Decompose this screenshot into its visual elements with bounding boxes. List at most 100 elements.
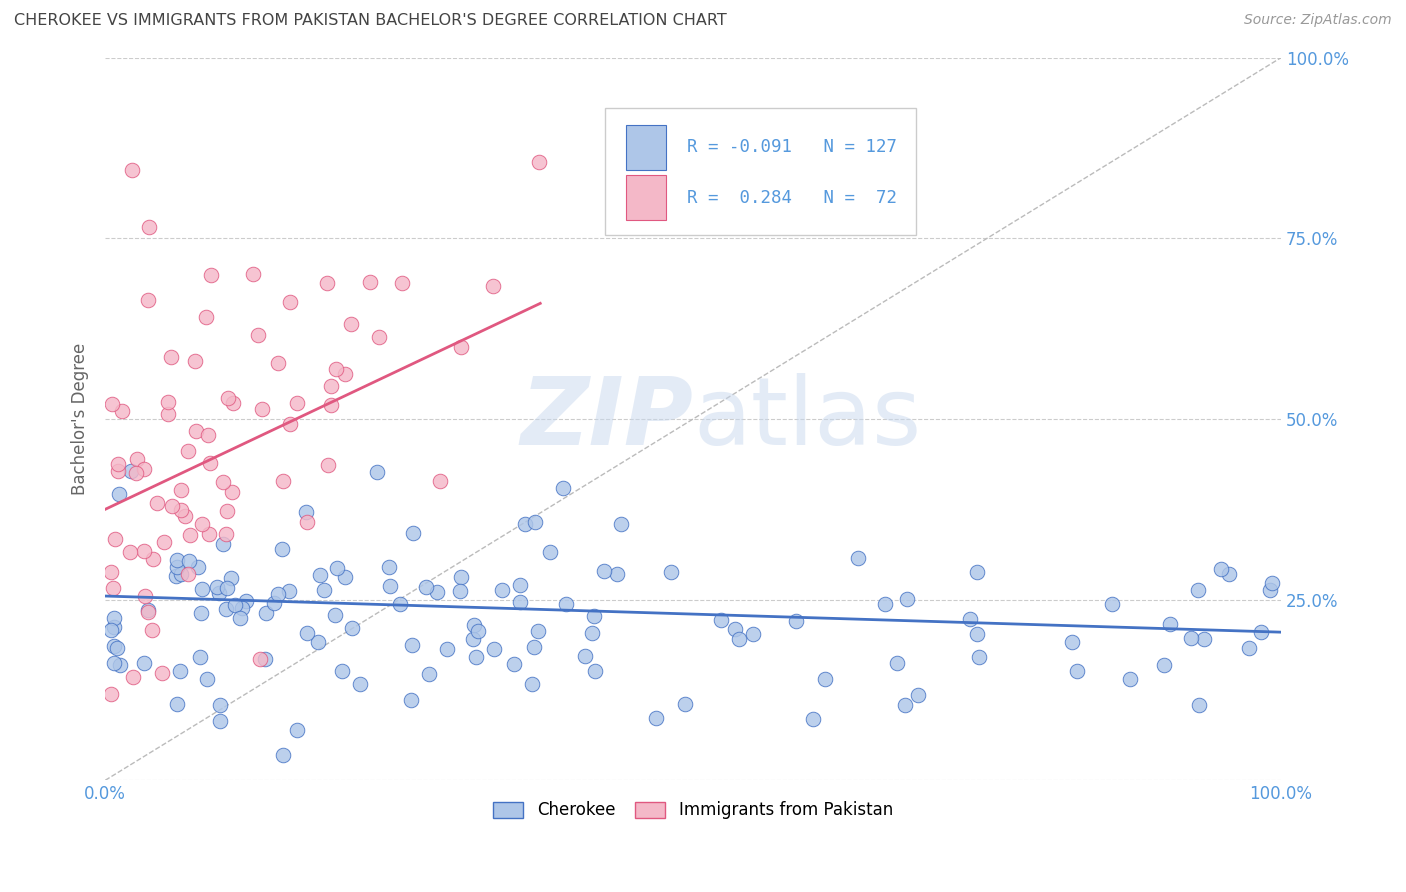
Point (208, 586, 231, 600)
Point (401, 638, 423, 652)
Point (111, 403, 134, 417)
Point (160, 350, 183, 364)
Point (191, 516, 214, 531)
Point (153, 534, 176, 549)
Point (170, 567, 193, 582)
Point (340, 621, 363, 635)
Point (724, 622, 747, 636)
Point (1066, 664, 1088, 678)
Point (211, 475, 233, 489)
Point (195, 672, 218, 686)
Point (267, 587, 290, 601)
Text: R = -0.091   N = 127: R = -0.091 N = 127 (688, 138, 897, 156)
Point (103, 657, 125, 671)
Point (484, 641, 506, 656)
Point (527, 624, 550, 639)
Point (896, 592, 918, 607)
Point (224, 598, 246, 612)
Point (1258, 583, 1281, 598)
Point (1261, 575, 1284, 590)
Text: R =  0.284   N =  72: R = 0.284 N = 72 (688, 189, 897, 207)
Point (200, 268, 222, 282)
Text: CHEROKEE VS IMMIGRANTS FROM PAKISTAN BACHELOR'S DEGREE CORRELATION CHART: CHEROKEE VS IMMIGRANTS FROM PAKISTAN BAC… (14, 13, 727, 29)
Point (515, 516, 537, 531)
Point (120, 544, 142, 558)
Point (103, 639, 125, 653)
Point (179, 553, 201, 567)
Point (121, 162, 143, 177)
Point (107, 457, 129, 471)
Point (728, 632, 751, 646)
Point (270, 541, 292, 556)
Point (1188, 698, 1211, 713)
Point (524, 515, 547, 529)
FancyBboxPatch shape (605, 108, 917, 235)
Point (250, 401, 273, 416)
Point (463, 632, 485, 646)
Point (103, 611, 125, 625)
Point (200, 456, 222, 470)
Point (893, 698, 915, 712)
Point (166, 697, 188, 711)
Point (254, 606, 277, 620)
Point (1060, 635, 1083, 649)
Point (450, 570, 472, 584)
Point (146, 496, 169, 510)
Point (142, 552, 165, 566)
FancyBboxPatch shape (626, 125, 666, 169)
Point (263, 596, 285, 610)
Point (907, 689, 929, 703)
Point (509, 578, 531, 592)
Point (449, 583, 471, 598)
Point (205, 580, 228, 594)
Point (1187, 583, 1209, 598)
Point (1192, 632, 1215, 647)
Point (157, 394, 180, 409)
Point (136, 293, 159, 308)
Point (278, 294, 301, 309)
Point (886, 656, 908, 670)
Point (1211, 562, 1233, 576)
Point (188, 650, 211, 665)
Point (271, 474, 294, 488)
Point (271, 748, 294, 763)
Point (583, 608, 606, 623)
Point (212, 536, 235, 550)
Point (426, 585, 449, 599)
Point (138, 605, 160, 619)
Point (208, 698, 231, 713)
Point (107, 464, 129, 478)
Point (104, 533, 127, 547)
Point (509, 595, 531, 609)
Point (184, 424, 207, 438)
Point (389, 598, 412, 612)
Point (177, 444, 200, 458)
Point (554, 597, 576, 611)
Point (166, 560, 188, 574)
Text: ZIP: ZIP (520, 373, 693, 465)
Point (335, 569, 357, 583)
Point (249, 651, 271, 665)
Point (520, 677, 543, 691)
Point (165, 569, 187, 583)
Point (710, 613, 733, 627)
Point (966, 627, 988, 641)
Point (319, 379, 342, 393)
Point (197, 526, 219, 541)
Point (100, 624, 122, 638)
Point (297, 626, 319, 640)
Point (340, 317, 363, 331)
Point (215, 581, 238, 595)
Point (814, 672, 837, 686)
Point (125, 467, 148, 481)
Point (593, 564, 616, 578)
Point (742, 627, 765, 641)
Point (491, 582, 513, 597)
Point (465, 649, 488, 664)
Point (107, 486, 129, 500)
Point (359, 275, 381, 289)
Point (1237, 640, 1260, 655)
Point (1119, 672, 1142, 686)
Point (294, 505, 316, 519)
Legend: Cherokee, Immigrants from Pakistan: Cherokee, Immigrants from Pakistan (486, 795, 900, 826)
